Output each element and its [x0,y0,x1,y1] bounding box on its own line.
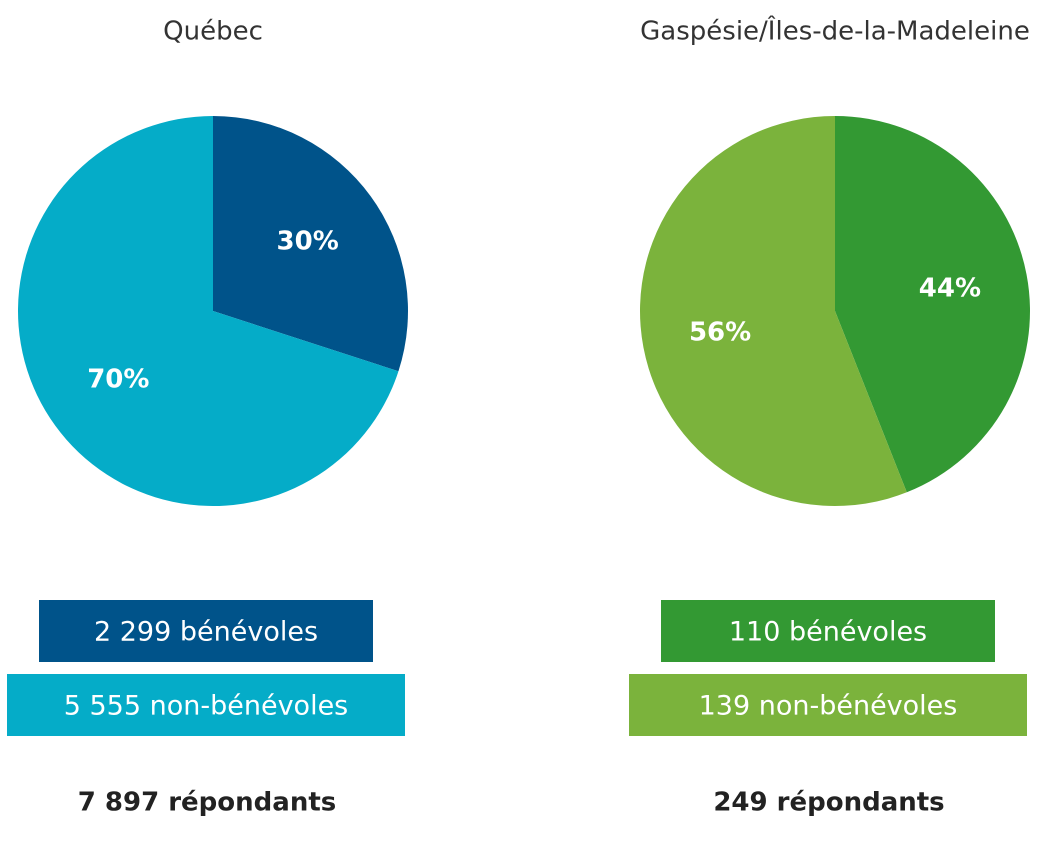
slice-label: 30% [277,227,339,257]
chart-title: Gaspésie/Îles-de-la-Madeleine [640,15,1030,47]
legend-label: 110 bénévoles [729,617,927,648]
slice-label: 44% [919,274,981,304]
legend-box [629,674,1027,736]
legend-label: 5 555 non-bénévoles [64,691,349,722]
pie-slice [835,116,1031,493]
pie-slice [18,116,399,506]
chart-title: Québec [163,17,263,47]
legend-label: 2 299 bénévoles [94,617,318,648]
legend-box [661,600,995,662]
legend-box [39,600,373,662]
legend-label: 139 non-bénévoles [699,691,958,722]
footer: 7 897 répondants [78,788,336,818]
pie-slice [213,116,408,372]
legend-box [7,674,405,736]
pie-slice [640,116,907,506]
footer: 249 répondants [713,788,944,818]
slice-label: 56% [689,317,751,347]
slice-label: 70% [87,364,149,394]
